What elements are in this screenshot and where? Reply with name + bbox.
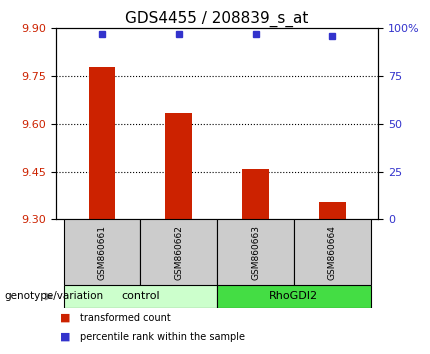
Text: GSM860662: GSM860662 bbox=[174, 225, 183, 280]
Bar bbox=[319, 202, 346, 219]
Text: GSM860664: GSM860664 bbox=[328, 225, 337, 280]
Bar bbox=[217, 285, 371, 308]
Bar bbox=[140, 219, 217, 285]
Bar bbox=[64, 219, 140, 285]
Bar bbox=[217, 219, 294, 285]
Text: GSM860663: GSM860663 bbox=[251, 225, 260, 280]
Text: GSM860661: GSM860661 bbox=[98, 225, 107, 280]
Text: transformed count: transformed count bbox=[80, 313, 170, 322]
Text: percentile rank within the sample: percentile rank within the sample bbox=[80, 332, 245, 342]
Text: RhoGDI2: RhoGDI2 bbox=[269, 291, 319, 302]
Text: control: control bbox=[121, 291, 160, 302]
Bar bbox=[89, 67, 115, 219]
Bar bbox=[294, 219, 371, 285]
Text: ■: ■ bbox=[60, 313, 71, 322]
Text: ■: ■ bbox=[60, 332, 71, 342]
Bar bbox=[165, 113, 192, 219]
Bar bbox=[64, 285, 217, 308]
Bar bbox=[242, 169, 269, 219]
Text: genotype/variation: genotype/variation bbox=[4, 291, 104, 301]
Title: GDS4455 / 208839_s_at: GDS4455 / 208839_s_at bbox=[126, 11, 309, 27]
